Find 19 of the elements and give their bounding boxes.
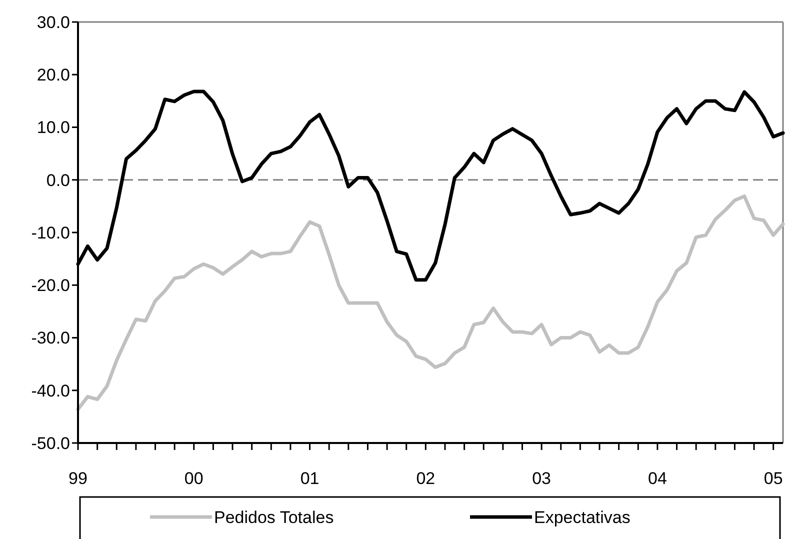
y-tick-label: -20.0 <box>31 276 70 296</box>
y-tick-label: 20.0 <box>36 66 70 85</box>
y-tick-label: 30.0 <box>36 12 70 32</box>
y-tick-label: -10.0 <box>31 223 70 242</box>
x-tick-label: 00 <box>184 469 204 488</box>
x-tick-label: 02 <box>416 469 436 488</box>
x-tick-label: 05 <box>764 469 783 488</box>
x-tick-label: 04 <box>648 469 667 488</box>
line-series <box>76 194 785 412</box>
y-tick-label: -30.0 <box>31 328 70 348</box>
legend-label: Expectativas <box>534 508 630 527</box>
y-tick-label: 10.0 <box>36 118 70 138</box>
x-tick-label: 03 <box>532 469 552 488</box>
y-tick-label: -50.0 <box>31 434 70 453</box>
x-tick-label: 01 <box>300 469 320 488</box>
legend-label: Pedidos Totales <box>214 508 334 527</box>
x-tick-label: 99 <box>68 469 88 488</box>
y-tick-label: 0.0 <box>46 170 70 190</box>
y-tick-label: -40.0 <box>31 381 70 400</box>
